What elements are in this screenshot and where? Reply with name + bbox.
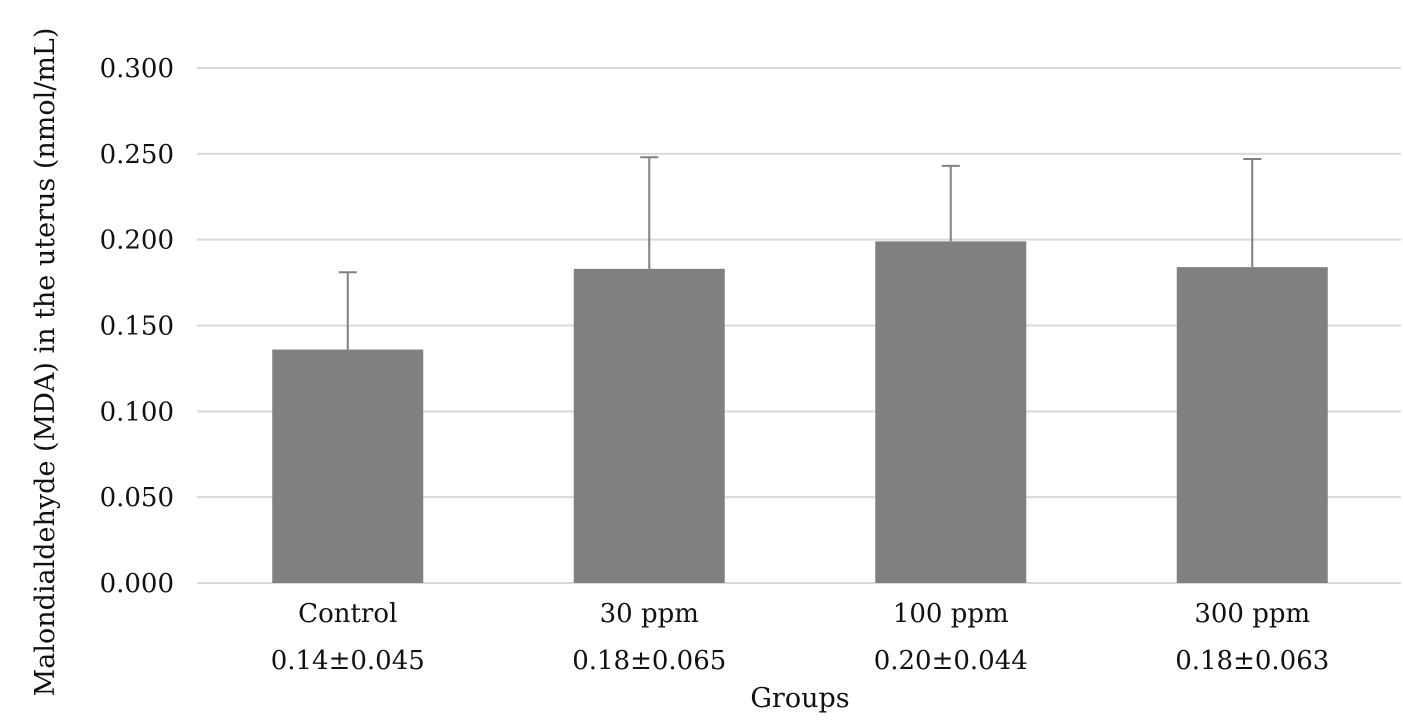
y-tick-label: 0.300 xyxy=(100,54,174,84)
y-tick-label: 0.200 xyxy=(100,226,174,256)
y-tick-label: 0.000 xyxy=(100,569,174,599)
y-tick-label: 0.100 xyxy=(100,397,174,427)
x-tick-label: 30 ppm xyxy=(600,599,699,629)
x-axis-labels: Control 0.14±0.045 30 ppm 0.18±0.065 100 ppm… xyxy=(271,599,1330,676)
x-tick-sublabel: 0.18±0.063 xyxy=(1175,646,1329,676)
y-tick-label: 0.150 xyxy=(100,312,174,342)
bar xyxy=(272,349,424,583)
x-tick-label: 300 ppm xyxy=(1194,599,1310,629)
x-tick-sublabel: 0.20±0.044 xyxy=(874,646,1028,676)
bar xyxy=(573,268,725,583)
x-tick-label: 100 ppm xyxy=(893,599,1009,629)
x-tick-label: Control xyxy=(298,599,397,629)
bar xyxy=(875,241,1027,583)
y-tick-label: 0.250 xyxy=(100,140,174,170)
x-tick-sublabel: 0.14±0.045 xyxy=(271,646,425,676)
y-axis-title: Malondialdehyde (MDA) in the uterus (nmo… xyxy=(30,28,61,697)
x-axis-title: Groups xyxy=(750,683,849,714)
bar xyxy=(1176,267,1328,583)
x-tick-sublabel: 0.18±0.065 xyxy=(572,646,726,676)
error-bars xyxy=(338,156,1262,350)
y-tick-label: 0.050 xyxy=(100,483,174,513)
bars xyxy=(272,241,1328,583)
y-axis-ticks: 0.000 0.050 0.100 0.150 0.200 0.250 0.300 xyxy=(100,54,174,599)
